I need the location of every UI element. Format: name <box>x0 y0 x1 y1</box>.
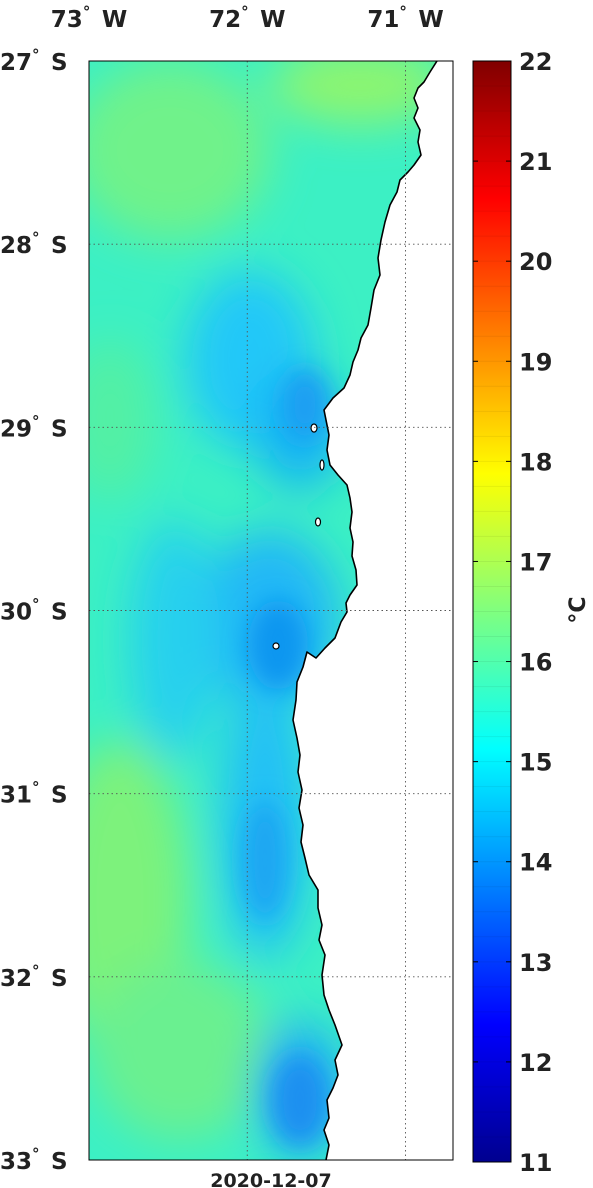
colorbar-tick-label: 20 <box>519 248 552 276</box>
colorbar-tick-label: 21 <box>519 148 552 176</box>
map-frame <box>88 60 454 1161</box>
date-label: 2020-12-07 <box>210 1170 332 1188</box>
colorbar-tick-label: 14 <box>519 849 552 877</box>
sst-field <box>89 61 453 1160</box>
colorbar-unit-label: °C <box>566 596 591 623</box>
colorbar-tick-label: 12 <box>519 1049 552 1077</box>
colorbar-frame <box>472 60 512 1163</box>
graticule <box>89 61 453 1160</box>
colorbar-tick-label: 22 <box>519 48 552 76</box>
colorbar-tick-label: 19 <box>519 348 552 376</box>
longitude-label: 72° W <box>209 3 285 33</box>
colorbar: 22 21 20 19 18 17 16 15 14 13 12 11 °C <box>472 48 591 1177</box>
colorbar-tick-label: 13 <box>519 949 552 977</box>
latitude-label: 33° S <box>0 1145 68 1175</box>
island <box>272 642 280 650</box>
island <box>314 517 322 527</box>
colorbar-tick-label: 18 <box>519 448 552 476</box>
latitude-label: 27° S <box>0 46 68 76</box>
longitude-label: 71° W <box>367 3 443 33</box>
latitude-labels: 27° S 28° S 29° S 30° S 31° S 32° S 33° S <box>0 46 68 1175</box>
island <box>319 459 325 471</box>
island <box>310 423 318 433</box>
latitude-label: 29° S <box>0 412 68 442</box>
colorbar-tick-label: 17 <box>519 548 552 576</box>
colorbar-tick-label: 16 <box>519 649 552 677</box>
colorbar-gradient <box>473 61 511 1162</box>
map-panel <box>88 60 454 1161</box>
latitude-label: 31° S <box>0 779 68 809</box>
colorbar-ticks: 22 21 20 19 18 17 16 15 14 13 12 11 <box>473 48 552 1177</box>
colorbar-tick-label: 11 <box>519 1149 552 1177</box>
colorbar-bands <box>473 85 511 1138</box>
colorbar-tick-label: 15 <box>519 749 552 777</box>
latitude-label: 28° S <box>0 229 68 259</box>
latitude-label: 32° S <box>0 962 68 992</box>
longitude-label: 73° W <box>51 3 127 33</box>
coastline <box>292 61 438 1160</box>
latitude-label: 30° S <box>0 596 68 626</box>
longitude-labels: 73° W 72° W 71° W <box>51 3 444 33</box>
